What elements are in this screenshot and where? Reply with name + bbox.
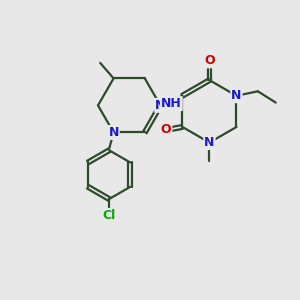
Text: O: O bbox=[204, 54, 215, 67]
Text: NH: NH bbox=[161, 97, 182, 110]
Text: O: O bbox=[161, 123, 171, 136]
Text: N: N bbox=[155, 99, 166, 112]
Text: N: N bbox=[231, 89, 242, 102]
Text: N: N bbox=[108, 126, 119, 139]
Text: N: N bbox=[204, 136, 214, 149]
Text: Cl: Cl bbox=[103, 209, 116, 222]
